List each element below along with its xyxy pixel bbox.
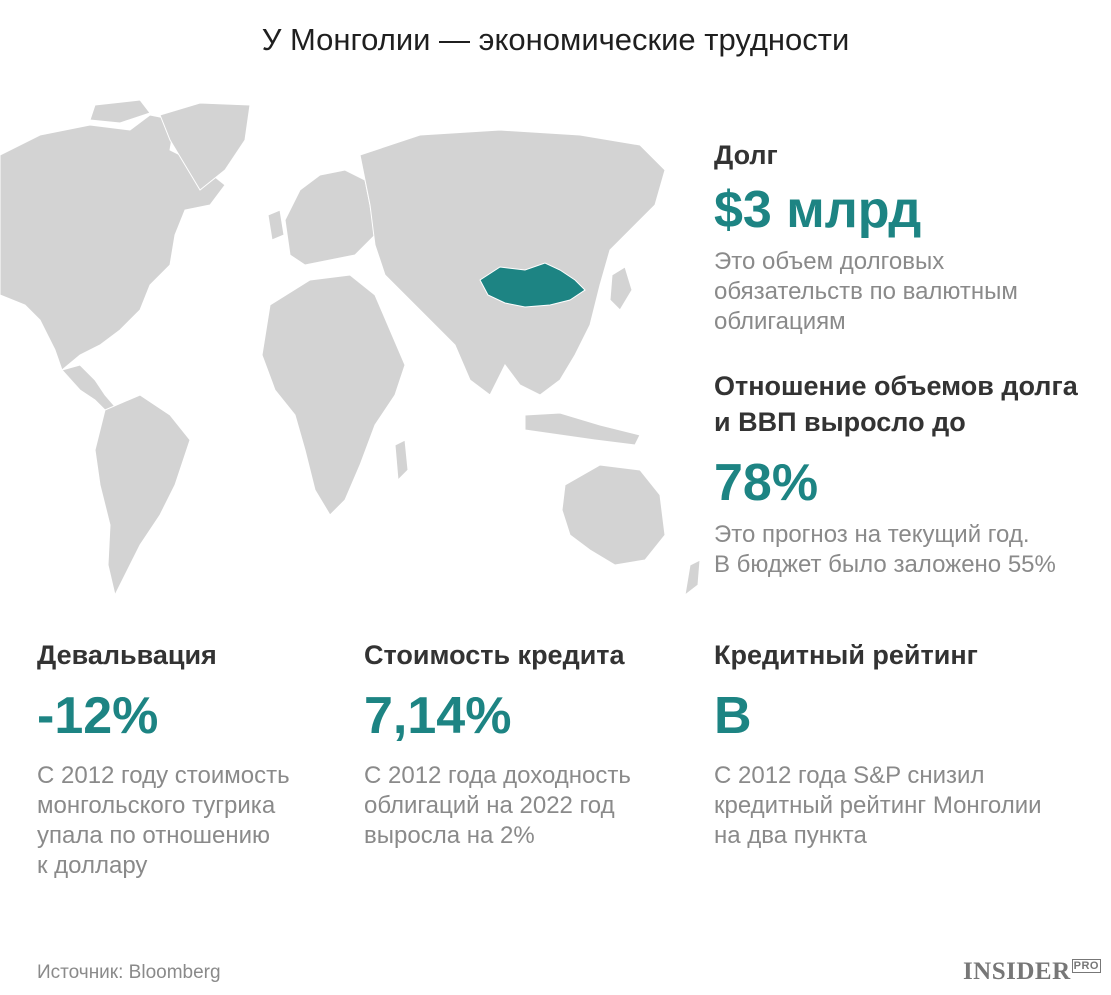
credit-rating-block: Кредитный рейтинг B С 2012 года S&P сниз…: [714, 637, 1104, 851]
new-zealand-shape: [684, 559, 701, 597]
north-america-shape: [0, 114, 226, 371]
africa-shape: [261, 274, 406, 516]
credit-cost-block: Стоимость кредита 7,14% С 2012 года дохо…: [364, 637, 704, 851]
insider-pro-logo: INSIDER PRO: [962, 958, 1101, 985]
debt-gdp-value: 78%: [714, 454, 819, 512]
debt-block: Долг $3 млрд Это объем долговых обязател…: [714, 137, 1104, 337]
mongolia-highlight: [479, 262, 586, 308]
devaluation-label: Девальвация: [37, 640, 217, 670]
greenland-shape: [159, 102, 251, 191]
devaluation-block: Девальвация -12% С 2012 году стоимость м…: [37, 637, 347, 881]
europe-shape: [284, 169, 376, 266]
source-note: Источник: Bloomberg: [37, 962, 221, 983]
debt-label: Долг: [714, 140, 778, 170]
arctic-islands-shape: [89, 99, 151, 124]
devaluation-description: С 2012 году стоимость монгольского тугри…: [37, 762, 290, 879]
credit-cost-description: С 2012 года доходность облигаций на 2022…: [364, 762, 631, 849]
debt-gdp-block: Отношение объемов долга и ВВП выросло до…: [714, 368, 1104, 580]
indonesia-shape: [524, 412, 641, 446]
credit-cost-value: 7,14%: [364, 687, 512, 745]
world-map: [0, 99, 701, 597]
credit-rating-label: Кредитный рейтинг: [714, 640, 978, 670]
credit-rating-value: B: [714, 687, 752, 745]
debt-description: Это объем долговых обязательств по валют…: [714, 248, 1018, 335]
south-america-shape: [94, 394, 191, 597]
debt-value: $3 млрд: [714, 181, 922, 239]
page-title: У Монголии — экономические трудности: [261, 22, 850, 57]
credit-cost-label: Стоимость кредита: [364, 640, 625, 670]
credit-rating-description: С 2012 года S&P снизил кредитный рейтинг…: [714, 762, 1042, 849]
debt-gdp-label: Отношение объемов долга и ВВП выросло до: [714, 371, 1078, 437]
madagascar-shape: [394, 439, 409, 482]
asia-shape: [359, 129, 666, 396]
uk-shape: [267, 209, 285, 241]
devaluation-value: -12%: [37, 687, 159, 745]
japan-shape: [609, 266, 633, 311]
debt-gdp-description: Это прогноз на текущий год. В бюджет был…: [714, 521, 1056, 578]
australia-shape: [561, 464, 666, 566]
